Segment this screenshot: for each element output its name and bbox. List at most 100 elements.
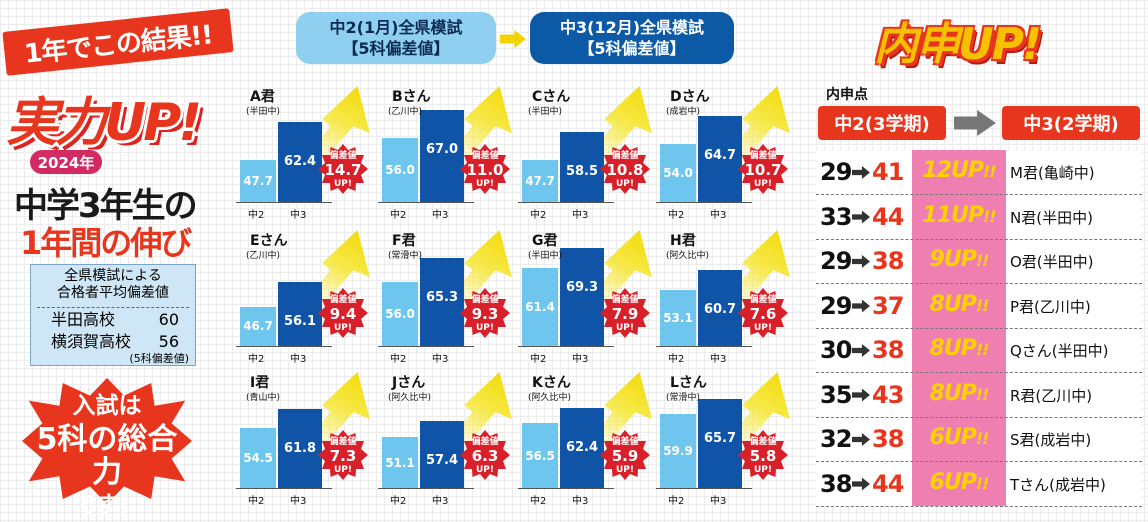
baseline — [378, 346, 474, 347]
student-school: (青山中) — [246, 393, 281, 403]
score-to: 38 — [872, 247, 904, 275]
arrow-right-icon — [852, 477, 870, 491]
header-to-pill: 中3(12月)全県模試 【5科偏差値】 — [530, 12, 734, 64]
naishin-row: 32 38 6UP!! S君(成岩中) — [816, 417, 1142, 462]
student-school: (半田中) — [528, 107, 563, 117]
score-up-mark: !! — [975, 251, 990, 270]
school-value: 56 — [158, 332, 179, 351]
student-name: H君 — [670, 233, 696, 249]
naishin-row: 29 38 9UP!! O君(半田中) — [816, 239, 1142, 284]
student-panel: 46.7 56.1 Eさん (乙川中) 中2 中3 偏差値 9.4 UP! — [236, 230, 370, 366]
arrow-right-icon — [852, 210, 870, 224]
score-up-mark: !! — [983, 162, 997, 181]
up-burst-text: 偏差値 7.6 UP! — [738, 294, 788, 334]
student-label: N君(半田中) — [1010, 208, 1093, 227]
burst-top-label: 偏差値 — [749, 295, 777, 305]
baseline — [656, 488, 752, 489]
burst-top-label: 偏差値 — [329, 437, 357, 447]
up-burst-text: 偏差値 11.0 UP! — [460, 150, 510, 190]
student-panel: 59.9 65.7 Lさん (常滑中) 中2 中3 偏差値 5.8 UP! — [656, 372, 790, 508]
student-label: Qさん(半田中) — [1010, 342, 1109, 360]
baseline — [378, 202, 474, 203]
baseline — [518, 202, 614, 203]
student-panel: 54.5 61.8 I君 (青山中) 中2 中3 偏差値 7.3 UP! — [236, 372, 370, 508]
bar-grade2: 56.0 — [382, 138, 418, 202]
up-burst-text: 偏差値 7.3 UP! — [318, 436, 368, 476]
score-from: 32 — [820, 425, 852, 453]
x-label-grade3: 中3 — [290, 496, 307, 507]
bar-grade2: 59.9 — [660, 414, 696, 488]
x-label-grade2: 中2 — [668, 354, 685, 365]
x-label-grade3: 中3 — [290, 210, 307, 221]
burst-top-label: 偏差値 — [749, 437, 777, 447]
header-to-line1: 中3(12月)全県模試 — [559, 18, 705, 37]
x-label-grade2: 中2 — [248, 496, 265, 507]
bar-grade3: 65.7 — [698, 399, 742, 488]
burst-top-label: 偏差値 — [471, 151, 499, 161]
x-label-grade3: 中3 — [710, 496, 727, 507]
student-school: (阿久比中) — [528, 393, 572, 403]
burst-value: 14.7 — [324, 161, 362, 179]
arrow-right-icon — [852, 388, 870, 402]
x-label-grade2: 中2 — [390, 496, 407, 507]
burst-bottom-label: UP! — [615, 179, 634, 189]
header-from-line1: 中2(1月)全県模試 — [329, 18, 463, 37]
baseline — [518, 488, 614, 489]
score-to: 37 — [872, 291, 904, 320]
star-burst-text: 入試は 5科の総合力 です！ — [22, 390, 192, 522]
naishin-title: 内申UP! — [874, 19, 1042, 70]
score-from: 29 — [820, 247, 852, 275]
burst-bottom-label: UP! — [753, 465, 772, 475]
student-school: (常滑中) — [666, 393, 701, 403]
student-name: Cさん — [532, 89, 571, 105]
burst-value: 9.3 — [471, 305, 499, 323]
info-header-line2: 合格者平均偏差値 — [57, 285, 169, 301]
score-up-value: 11UP — [922, 202, 984, 228]
student-label: Tさん(成岩中) — [1010, 475, 1106, 494]
student-panel: 53.1 60.7 H君 (阿久比中) 中2 中3 偏差値 7.6 UP! — [656, 230, 790, 366]
school-row: 横須賀高校 56 — [31, 330, 195, 352]
col-header-from: 中2(3学期) — [818, 106, 946, 140]
x-label-grade3: 中3 — [432, 354, 449, 365]
student-name: Eさん — [250, 233, 288, 249]
burst-bottom-label: UP! — [475, 465, 494, 475]
score-from: 29 — [820, 158, 852, 186]
score-up-mark: !! — [975, 295, 990, 315]
x-label-grade3: 中3 — [710, 210, 727, 221]
student-label: S君(成岩中) — [1010, 431, 1092, 449]
bar-grade2: 47.7 — [240, 159, 276, 202]
student-label: M君(亀崎中) — [1010, 164, 1095, 182]
student-school: (阿久比中) — [666, 251, 710, 261]
school-name: 横須賀高校 — [51, 332, 132, 351]
burst-top-label: 偏差値 — [329, 151, 357, 161]
score-up: 8UP!! — [914, 292, 1004, 317]
up-burst-text: 偏差値 6.3 UP! — [460, 436, 510, 476]
naishin-row: 29 37 8UP!! P君(乙川中) — [816, 284, 1142, 329]
header-from-pill: 中2(1月)全県模試 【5科偏差値】 — [296, 12, 496, 64]
burst-value: 7.6 — [749, 305, 777, 323]
student-school: (阿久比中) — [388, 393, 432, 403]
baseline — [656, 346, 752, 347]
naishin-label: 内申点 — [826, 87, 868, 103]
arrow-right-icon — [852, 433, 870, 446]
x-label-grade2: 中2 — [248, 354, 265, 365]
bar-grade3: 56.1 — [278, 282, 322, 346]
burst-value: 5.8 — [749, 447, 777, 465]
x-label-grade2: 中2 — [530, 354, 547, 365]
naishin-row: 29 41 12UP!! M君(亀崎中) — [816, 150, 1142, 195]
bar-grade3: 62.4 — [560, 407, 604, 488]
score-up-mark: !! — [975, 473, 990, 493]
student-label: P君(乙川中) — [1010, 297, 1091, 316]
naishin-row: 30 38 8UP!! Qさん(半田中) — [816, 328, 1142, 373]
bar-grade2: 46.7 — [240, 306, 276, 346]
bar-grade2: 54.5 — [240, 428, 276, 488]
student-panel: 54.0 64.7 Dさん (成岩中) 中2 中3 偏差値 10.7 UP! — [656, 86, 790, 222]
score-up: 6UP!! — [914, 470, 1004, 495]
burst-bottom-label: UP! — [333, 323, 352, 333]
up-burst-text: 偏差値 10.7 UP! — [738, 150, 788, 190]
score-up-mark: !! — [975, 340, 990, 359]
bar-grade3: 69.3 — [560, 247, 604, 346]
arrow-right-icon — [852, 255, 870, 268]
burst-bottom-label: UP! — [753, 323, 772, 333]
bar-grade2: 56.5 — [522, 423, 558, 488]
